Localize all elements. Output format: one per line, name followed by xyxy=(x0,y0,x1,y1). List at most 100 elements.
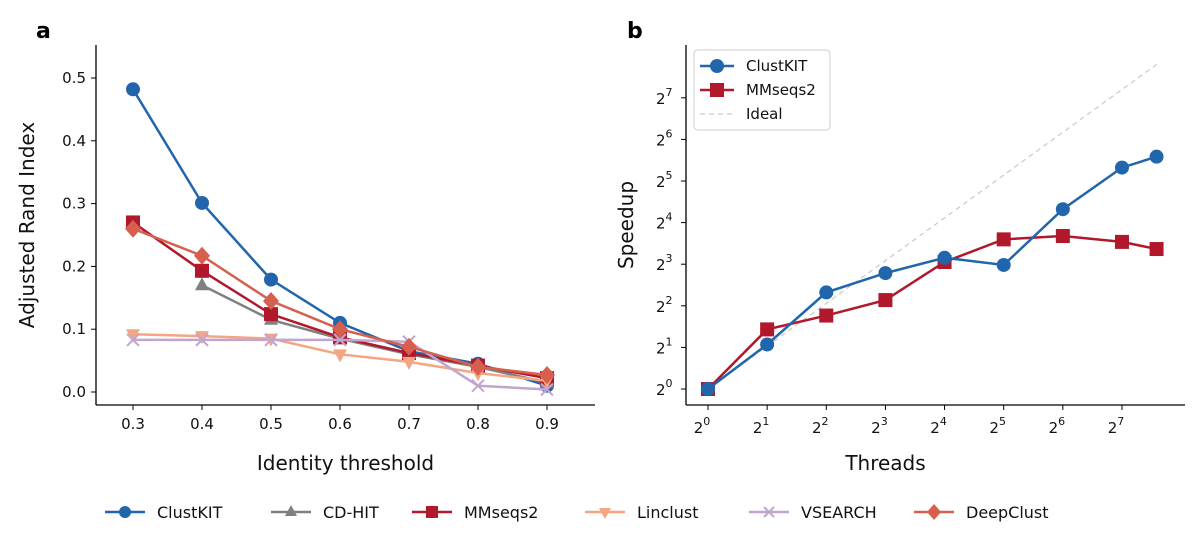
y-tick-label: 24 xyxy=(656,211,673,233)
tick-exponent: 7 xyxy=(666,86,673,99)
y-tick-label: 23 xyxy=(656,252,673,274)
panel-a: 0.3 0.4 0.5 0.6 0.7 0.8 0.9 0.0 0.1 0.2 0.3 0.4 0.5 I… xyxy=(15,45,595,475)
legend-label: Linclust xyxy=(637,503,699,522)
bottom-legend: ClustKIT CD-HIT MMseqs2 Linclust VSEARCH Deep… xyxy=(105,503,1049,522)
data-point-cd-hit xyxy=(195,277,209,291)
y-tick-label: 0.1 xyxy=(62,320,86,338)
data-point-mmseqs2 xyxy=(878,293,893,308)
legend-marker xyxy=(763,506,775,518)
tick-base: 2 xyxy=(930,419,940,437)
legend-frame xyxy=(693,49,831,131)
legend-item-linclust: Linclust xyxy=(585,503,699,522)
tick-exponent: 2 xyxy=(822,415,829,428)
data-point-mmseqs2 xyxy=(1114,234,1129,249)
data-point-clustkit xyxy=(264,272,278,287)
y-tick-label: 21 xyxy=(656,335,673,357)
series-line-clustkit xyxy=(707,155,1157,390)
panel-label-a: a xyxy=(36,19,51,44)
data-point-deepclust xyxy=(194,246,210,265)
data-point-vsearch xyxy=(264,333,278,347)
y-tick-label: 0.2 xyxy=(62,257,86,275)
ideal-line xyxy=(707,61,1161,390)
data-point-clustkit xyxy=(126,82,140,97)
tick-base: 2 xyxy=(753,419,763,437)
x-tick-label: 24 xyxy=(930,415,947,437)
legend-item-cd-hit: CD-HIT xyxy=(271,503,379,522)
y-tick-label: 22 xyxy=(656,294,673,316)
x-tick-label: 0.9 xyxy=(535,415,559,433)
tick-base: 2 xyxy=(656,90,666,108)
legend-label: DeepClust xyxy=(966,503,1049,522)
data-point-deepclust xyxy=(125,219,141,238)
x-tick-label: 23 xyxy=(871,415,888,437)
legend-label: Ideal xyxy=(746,105,783,123)
data-point-clustkit xyxy=(937,250,952,265)
y-tick-label: 26 xyxy=(656,127,673,149)
legend-item-deepclust: DeepClust xyxy=(914,503,1049,522)
y-tick-label: 0.0 xyxy=(62,383,86,401)
data-point-mmseqs2 xyxy=(996,232,1011,247)
legend-marker xyxy=(119,506,131,518)
data-point-clustkit xyxy=(701,382,715,396)
data-point-deepclust xyxy=(470,357,486,376)
x-tick-label: 25 xyxy=(989,415,1006,437)
legend-label: MMseqs2 xyxy=(746,81,816,99)
x-tick-label: 21 xyxy=(753,415,770,437)
tick-exponent: 0 xyxy=(703,415,710,428)
data-point-vsearch xyxy=(540,382,554,397)
legend-marker xyxy=(285,505,297,516)
panel-label-b: b xyxy=(627,19,643,44)
panel-b: 20 21 22 23 24 25 26 272021222324252627ThreadsS… xyxy=(614,45,1185,475)
data-point-deepclust xyxy=(263,291,279,310)
tick-exponent: 7 xyxy=(1117,415,1124,428)
tick-exponent: 1 xyxy=(762,415,769,428)
tick-exponent: 3 xyxy=(666,252,673,265)
tick-base: 2 xyxy=(1108,419,1118,437)
x-tick-label: 22 xyxy=(812,415,829,437)
data-point-clustkit xyxy=(878,266,893,281)
tick-exponent: 2 xyxy=(666,294,673,307)
tick-base: 2 xyxy=(656,173,666,191)
data-point-vsearch xyxy=(471,379,485,393)
tick-base: 2 xyxy=(694,419,704,437)
tick-base: 2 xyxy=(656,381,666,399)
legend-label: CD-HIT xyxy=(323,503,379,522)
data-point-clustkit xyxy=(996,257,1011,272)
data-point-vsearch xyxy=(195,333,209,347)
x-axis-label: Threads xyxy=(844,451,925,475)
data-point-clustkit xyxy=(1149,149,1164,164)
x-tick-label: 0.6 xyxy=(328,415,352,433)
data-point-linclust xyxy=(402,356,416,370)
data-point-mmseqs2 xyxy=(195,263,209,278)
tick-base: 2 xyxy=(812,419,822,437)
tick-base: 2 xyxy=(989,419,999,437)
x-tick-label: 0.4 xyxy=(190,415,214,433)
x-axis-label: Identity threshold xyxy=(257,451,434,475)
legend-label: ClustKIT xyxy=(157,503,223,522)
x-tick-label: 0.8 xyxy=(466,415,490,433)
data-point-deepclust xyxy=(401,337,417,356)
data-point-mmseqs2 xyxy=(1149,242,1164,257)
tick-exponent: 6 xyxy=(1058,415,1065,428)
tick-exponent: 4 xyxy=(666,211,673,224)
series-line-mmseqs2 xyxy=(707,234,1157,390)
data-point-clustkit xyxy=(819,285,834,300)
legend: ClustKIT MMseqs2 Ideal xyxy=(693,49,831,131)
x-tick-label: 26 xyxy=(1049,415,1066,437)
y-tick-label: 0.4 xyxy=(62,132,86,150)
tick-exponent: 0 xyxy=(666,377,673,390)
data-point-linclust xyxy=(126,329,140,343)
legend-label: MMseqs2 xyxy=(464,503,538,522)
legend-marker xyxy=(426,506,438,518)
legend-marker xyxy=(927,504,941,520)
tick-base: 2 xyxy=(656,298,666,316)
data-point-mmseqs2 xyxy=(264,307,278,322)
data-point-mmseqs2 xyxy=(760,322,775,337)
tick-base: 2 xyxy=(1049,419,1059,437)
data-point-mmseqs2 xyxy=(1055,228,1070,243)
x-tick-label: 0.5 xyxy=(259,415,283,433)
y-tick-label: 25 xyxy=(656,169,673,191)
legend-label: ClustKIT xyxy=(746,57,808,75)
legend-marker xyxy=(710,83,724,97)
